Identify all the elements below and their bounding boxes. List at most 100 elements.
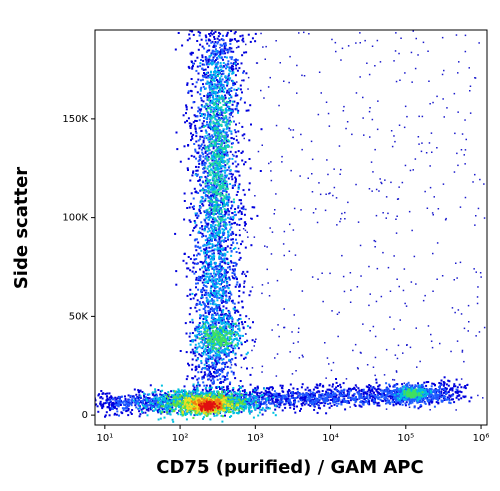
event-dot	[214, 182, 216, 185]
event-dot	[469, 90, 471, 92]
event-dot	[210, 54, 213, 57]
event-dot	[170, 390, 173, 393]
event-dot	[223, 259, 226, 262]
event-dot	[215, 178, 218, 181]
event-dot	[209, 34, 212, 37]
event-dot	[316, 221, 319, 224]
event-dot	[238, 290, 241, 292]
event-dot	[248, 294, 251, 297]
event-dot	[218, 167, 221, 170]
event-dot	[214, 124, 216, 127]
event-dot	[293, 207, 296, 210]
event-dot	[202, 125, 205, 128]
event-dot	[221, 260, 224, 263]
event-dot	[198, 230, 201, 233]
event-dot	[342, 275, 345, 278]
event-dot	[199, 246, 202, 249]
event-dot	[206, 184, 209, 187]
event-dot	[230, 254, 233, 257]
event-dot	[223, 196, 226, 199]
event-dot	[356, 367, 359, 369]
event-dot	[231, 72, 234, 75]
event-dot	[212, 158, 215, 161]
event-dot	[200, 104, 203, 107]
event-dot	[211, 204, 214, 207]
event-dot	[403, 268, 406, 270]
event-dot	[370, 399, 373, 402]
event-dot	[215, 91, 218, 94]
event-dot	[195, 258, 198, 260]
event-dot	[232, 261, 235, 264]
event-dot	[203, 252, 206, 255]
event-dot	[228, 312, 231, 315]
event-dot	[189, 410, 192, 413]
event-dot	[201, 228, 204, 231]
event-dot	[203, 341, 206, 344]
event-dot	[192, 101, 195, 104]
event-dot	[324, 209, 327, 212]
event-dot	[283, 308, 285, 310]
event-dot	[211, 134, 214, 137]
event-dot	[237, 187, 240, 190]
event-dot	[203, 302, 205, 305]
event-dot	[214, 169, 217, 172]
event-dot	[209, 200, 212, 203]
event-dot	[200, 288, 203, 291]
event-dot	[214, 149, 217, 152]
event-dot	[211, 218, 214, 220]
event-dot	[224, 394, 227, 396]
event-dot	[233, 333, 236, 336]
event-dot	[208, 99, 210, 102]
event-dot	[234, 246, 237, 249]
event-dot	[199, 135, 202, 138]
event-dot	[219, 260, 222, 263]
event-dot	[193, 155, 196, 158]
event-dot	[460, 149, 463, 151]
event-dot	[144, 401, 147, 404]
event-dot	[391, 395, 394, 398]
event-dot	[202, 141, 205, 144]
event-dot	[230, 109, 233, 112]
event-dot	[205, 248, 208, 251]
event-dot	[108, 392, 111, 395]
event-dot	[224, 414, 226, 417]
event-dot	[330, 389, 333, 392]
event-dot	[205, 330, 208, 333]
event-dot	[208, 133, 211, 136]
event-dot	[209, 246, 212, 249]
event-dot	[403, 126, 406, 129]
event-dot	[201, 162, 204, 165]
event-dot	[213, 312, 216, 314]
event-dot	[224, 247, 227, 249]
event-dot	[200, 221, 203, 224]
event-dot	[226, 151, 229, 154]
event-dot	[244, 221, 247, 224]
event-dot	[475, 335, 477, 337]
event-dot	[396, 357, 399, 360]
event-dot	[230, 95, 233, 98]
event-dot	[197, 144, 200, 147]
event-dot	[304, 395, 307, 398]
event-dot	[190, 106, 193, 109]
event-dot	[141, 391, 144, 393]
event-dot	[214, 283, 217, 286]
event-dot	[205, 253, 208, 256]
event-dot	[199, 183, 201, 186]
event-dot	[204, 252, 207, 254]
event-dot	[338, 145, 341, 147]
event-dot	[208, 97, 211, 100]
event-dot	[218, 293, 221, 296]
event-dot	[220, 209, 223, 212]
event-dot	[230, 142, 233, 145]
event-dot	[218, 82, 221, 85]
event-dot	[186, 267, 189, 270]
event-dot	[269, 395, 272, 398]
event-dot	[328, 363, 330, 365]
event-dot	[95, 399, 97, 402]
event-dot	[232, 217, 235, 220]
event-dot	[216, 185, 219, 188]
event-dot	[401, 383, 404, 386]
event-dot	[220, 38, 223, 41]
event-dot	[202, 343, 205, 346]
